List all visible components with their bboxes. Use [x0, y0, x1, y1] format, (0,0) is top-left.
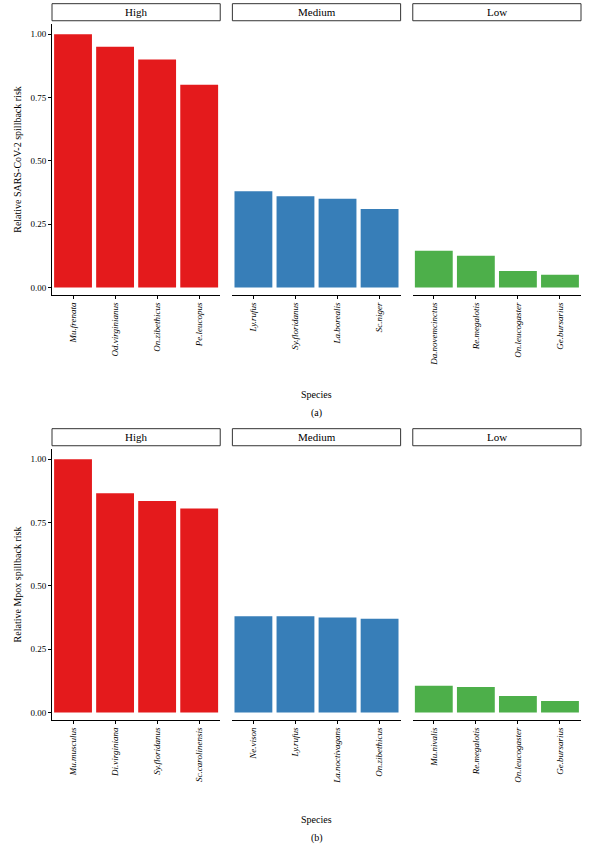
svg-text:On.leucogaster: On.leucogaster — [513, 302, 523, 358]
svg-text:Di.virginiana: Di.virginiana — [110, 727, 120, 777]
svg-text:Re.megalotis: Re.megalotis — [471, 727, 481, 775]
svg-text:On.zibethicus: On.zibethicus — [152, 302, 162, 352]
svg-text:Re.megalotis: Re.megalotis — [471, 302, 481, 350]
svg-text:Relative Mpox spillback risk: Relative Mpox spillback risk — [12, 527, 23, 643]
svg-text:High: High — [125, 431, 148, 443]
svg-text:1.00: 1.00 — [30, 454, 46, 464]
svg-text:0.25: 0.25 — [30, 219, 46, 229]
svg-text:Species: Species — [301, 389, 332, 400]
svg-text:(b): (b) — [311, 832, 323, 844]
svg-text:0.00: 0.00 — [30, 283, 46, 293]
svg-text:Medium: Medium — [298, 431, 336, 443]
svg-text:Ly.rufus: Ly.rufus — [290, 727, 300, 757]
svg-text:Sy.floridanus: Sy.floridanus — [152, 727, 162, 775]
svg-text:(a): (a) — [311, 407, 322, 419]
svg-text:High: High — [125, 6, 148, 18]
svg-text:Low: Low — [487, 431, 507, 443]
svg-text:Mu.nivalis: Mu.nivalis — [429, 727, 439, 767]
svg-text:La.noctivagans: La.noctivagans — [332, 727, 342, 784]
svg-text:Low: Low — [487, 6, 507, 18]
svg-text:Ge.bursarius: Ge.bursarius — [555, 727, 565, 775]
svg-text:Ge.bursarius: Ge.bursarius — [555, 302, 565, 350]
svg-text:On.zibethicus: On.zibethicus — [375, 727, 385, 777]
svg-text:Mu.musculus: Mu.musculus — [68, 727, 78, 776]
svg-text:Ne.vison: Ne.vison — [248, 727, 258, 760]
svg-text:Pe.leucopus: Pe.leucopus — [194, 302, 204, 347]
svg-text:Sy.floridanus: Sy.floridanus — [290, 302, 300, 350]
svg-text:Medium: Medium — [298, 6, 336, 18]
svg-text:On.leucogaster: On.leucogaster — [513, 727, 523, 783]
svg-text:Sc.niger: Sc.niger — [375, 302, 385, 332]
svg-text:Species: Species — [301, 814, 332, 825]
svg-text:Ly.rufus: Ly.rufus — [248, 302, 258, 332]
svg-text:0.50: 0.50 — [30, 581, 46, 591]
svg-text:Od.virginianus: Od.virginianus — [110, 302, 120, 356]
svg-text:0.00: 0.00 — [30, 708, 46, 718]
svg-text:0.75: 0.75 — [30, 518, 46, 528]
svg-text:Da.novemcinctus: Da.novemcinctus — [429, 302, 439, 366]
svg-text:La.borealis: La.borealis — [332, 302, 342, 344]
svg-text:Sc.carolinensis: Sc.carolinensis — [194, 727, 204, 782]
svg-text:1.00: 1.00 — [30, 29, 46, 39]
svg-text:Relative SARS-CoV-2 spillback: Relative SARS-CoV-2 spillback risk — [12, 86, 23, 233]
svg-text:0.25: 0.25 — [30, 644, 46, 654]
svg-text:Mu.frenata: Mu.frenata — [68, 302, 78, 343]
svg-text:0.75: 0.75 — [30, 93, 46, 103]
svg-text:0.50: 0.50 — [30, 156, 46, 166]
